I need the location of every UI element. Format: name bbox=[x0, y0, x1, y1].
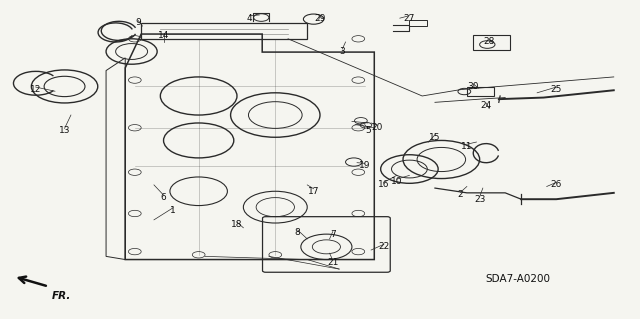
Text: 20: 20 bbox=[372, 123, 383, 132]
Text: 21: 21 bbox=[327, 258, 339, 267]
Text: FR.: FR. bbox=[52, 291, 71, 301]
Text: 28: 28 bbox=[484, 38, 495, 47]
Text: 18: 18 bbox=[231, 220, 243, 229]
Bar bbox=[410, 20, 428, 26]
Text: 3: 3 bbox=[339, 47, 345, 56]
Text: 5: 5 bbox=[365, 126, 371, 135]
Text: 9: 9 bbox=[135, 19, 141, 27]
Text: 22: 22 bbox=[378, 242, 390, 251]
Text: SDA7-A0200: SDA7-A0200 bbox=[486, 274, 550, 284]
Text: 29: 29 bbox=[314, 14, 326, 23]
Bar bbox=[467, 87, 493, 96]
Text: 1: 1 bbox=[170, 206, 176, 215]
Text: 23: 23 bbox=[474, 195, 485, 204]
Text: 26: 26 bbox=[550, 181, 562, 189]
Text: 11: 11 bbox=[461, 142, 472, 151]
Text: 12: 12 bbox=[30, 85, 42, 94]
Text: 27: 27 bbox=[404, 14, 415, 23]
Text: 8: 8 bbox=[295, 228, 301, 237]
Bar bbox=[473, 35, 510, 50]
Text: 25: 25 bbox=[550, 85, 562, 94]
Text: 30: 30 bbox=[467, 82, 479, 91]
Text: 19: 19 bbox=[359, 161, 371, 170]
Text: 14: 14 bbox=[158, 31, 169, 40]
Text: 10: 10 bbox=[391, 177, 403, 186]
Text: 13: 13 bbox=[59, 126, 70, 135]
Text: 6: 6 bbox=[161, 193, 166, 202]
Text: 2: 2 bbox=[458, 190, 463, 199]
Text: 24: 24 bbox=[481, 101, 492, 110]
Text: 15: 15 bbox=[429, 133, 441, 142]
Text: 4: 4 bbox=[247, 14, 253, 23]
Text: 16: 16 bbox=[378, 181, 390, 189]
Text: 17: 17 bbox=[308, 187, 319, 196]
Text: 7: 7 bbox=[330, 230, 335, 239]
